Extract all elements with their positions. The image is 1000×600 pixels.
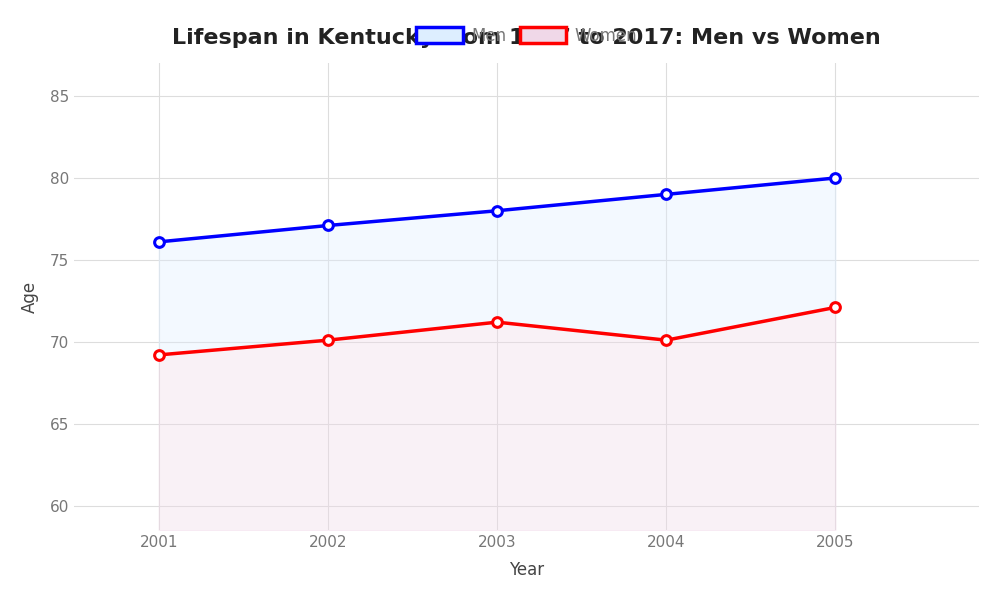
Title: Lifespan in Kentucky from 1987 to 2017: Men vs Women: Lifespan in Kentucky from 1987 to 2017: … [172, 28, 881, 48]
Y-axis label: Age: Age [21, 281, 39, 313]
X-axis label: Year: Year [509, 561, 544, 579]
Legend: Men, Women: Men, Women [409, 20, 644, 52]
